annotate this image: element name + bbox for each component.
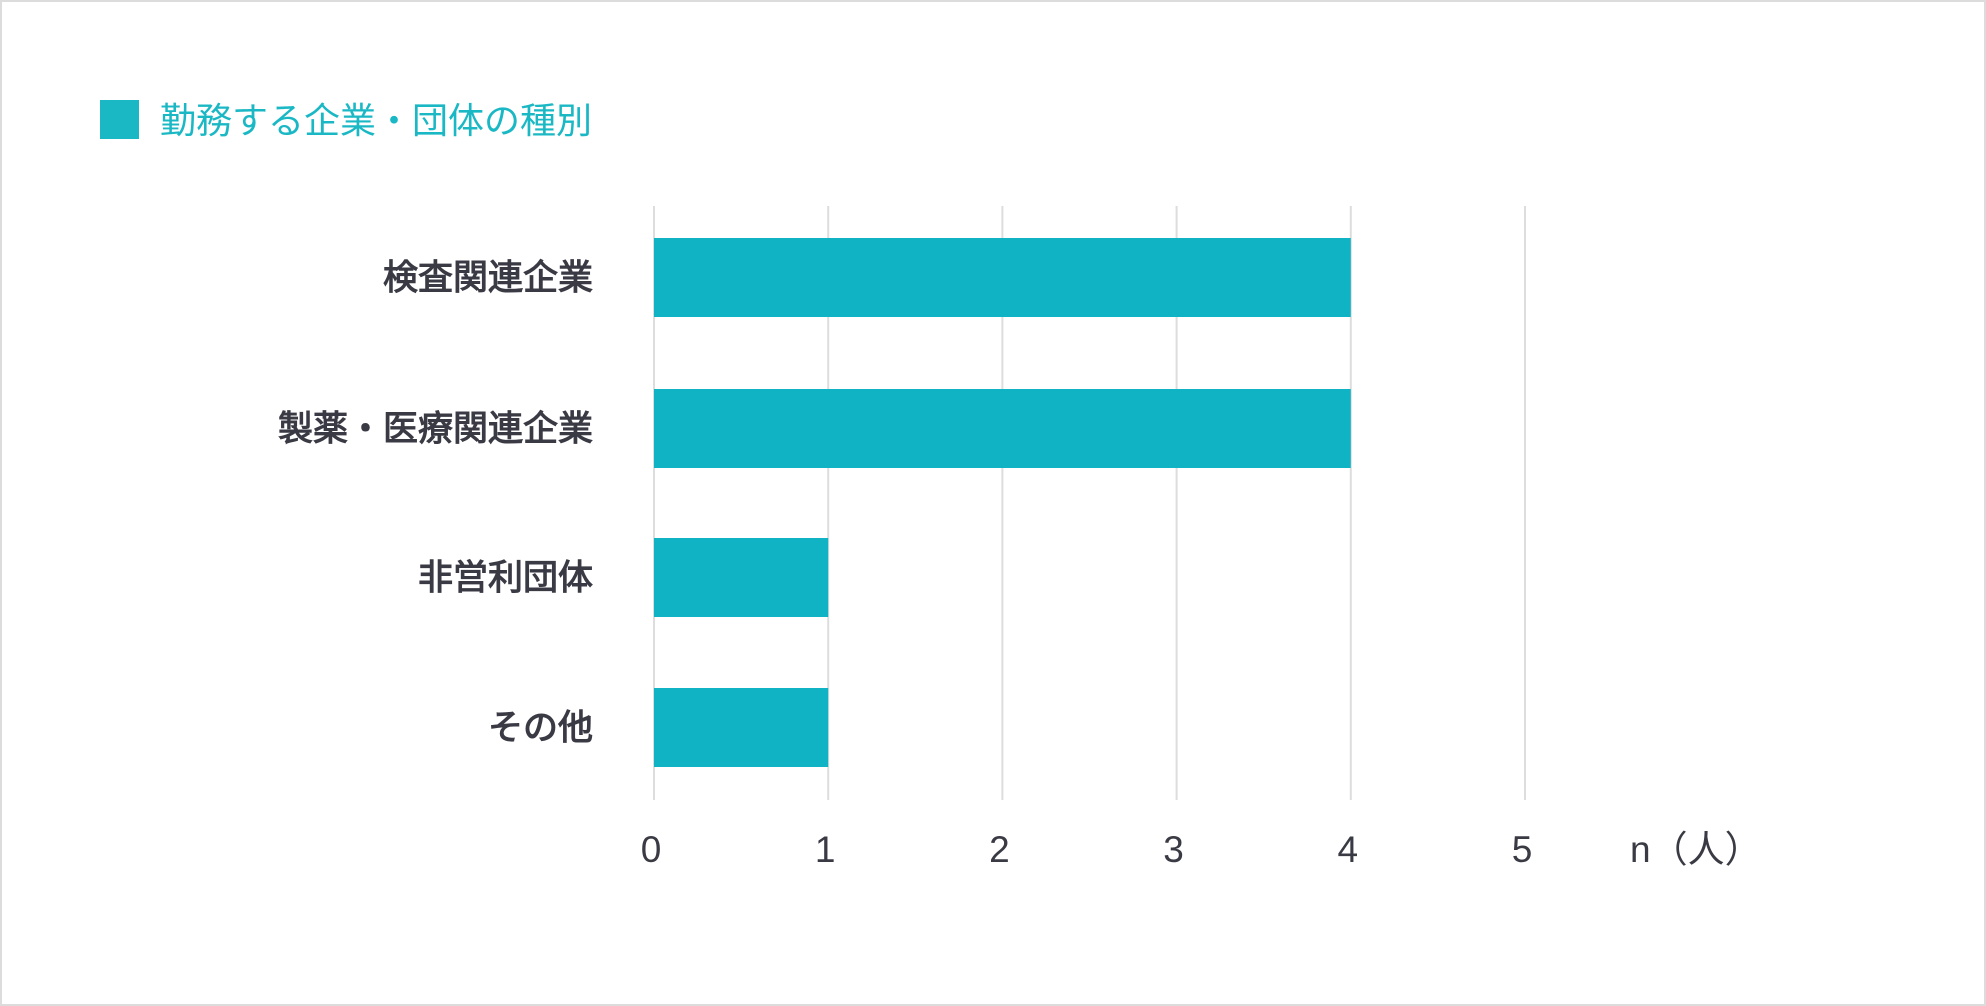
x-tick-label: 2	[989, 829, 1010, 870]
category-label: 非営利団体	[418, 559, 593, 599]
x-tick-label: 4	[1338, 829, 1359, 870]
x-tick-label: 5	[1512, 829, 1533, 870]
bar	[654, 688, 829, 767]
bar	[654, 538, 829, 617]
category-label: 検査関連企業	[383, 258, 593, 299]
chart-title: 勤務する企業・団体の種別	[160, 101, 592, 142]
category-label: その他	[488, 709, 593, 749]
x-tick-label: 0	[641, 829, 662, 870]
bar	[654, 389, 1351, 468]
x-tick-label: 1	[815, 829, 836, 870]
title-swatch-icon	[100, 100, 139, 139]
x-tick-label: 3	[1163, 829, 1184, 870]
bar	[654, 238, 1351, 317]
x-axis-label: n（人）	[1630, 829, 1762, 870]
category-label: 製薬・医療関連企業	[278, 409, 593, 450]
